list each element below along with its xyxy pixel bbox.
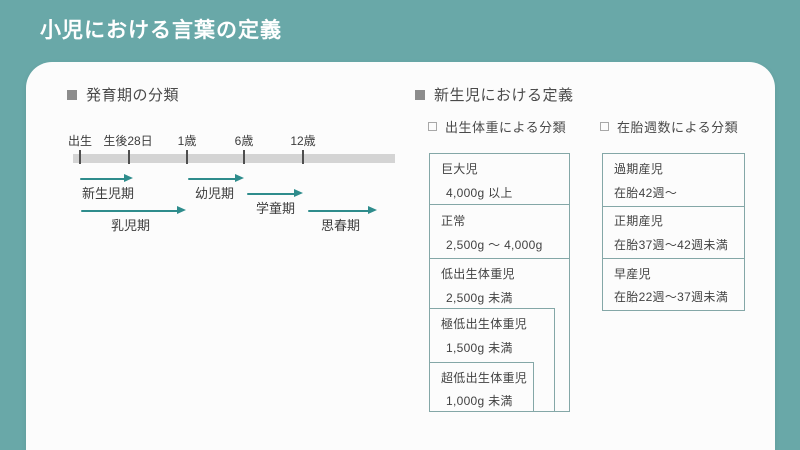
content-card: 発育期の分類 出生 生後28日 1歳 6歳 12歳 — [26, 62, 775, 450]
weight-row-name: 巨大児 — [441, 162, 478, 176]
timeline-tick — [302, 150, 304, 164]
hollow-square-bullet-icon — [428, 122, 437, 131]
elbw-nested-box — [429, 362, 534, 412]
gestational-classification-heading: 在胎週数による分類 — [600, 117, 738, 136]
box-divider — [602, 206, 745, 207]
newborn-heading-label: 新生児における定義 — [434, 87, 574, 104]
box-divider — [429, 258, 570, 259]
weight-row-name: 極低出生体重児 — [441, 317, 528, 331]
period-arrow-early-childhood — [188, 174, 244, 183]
timeline-bar — [73, 154, 395, 163]
arrow-head-icon — [368, 206, 377, 214]
timeline-milestone: 12歳 — [290, 134, 316, 148]
weight-row-name: 超低出生体重児 — [441, 371, 528, 385]
arrow-shaft — [188, 177, 237, 180]
weight-row-range: 4,000g 以上 — [446, 186, 513, 200]
weight-row-name: 正常 — [441, 214, 466, 228]
weight-row-range: 1,500g 未満 — [446, 341, 513, 355]
weight-classification-heading: 出生体重による分類 — [428, 117, 566, 136]
slide-title: 小児における言葉の定義 — [40, 19, 282, 42]
gestational-classification-box — [602, 153, 745, 311]
arrow-shaft — [308, 209, 370, 212]
filled-square-bullet-icon — [415, 89, 425, 100]
period-label-infancy: 乳児期 — [111, 218, 151, 233]
gestational-classification-heading-label: 在胎週数による分類 — [617, 120, 739, 135]
gestation-row-range: 在胎37週～42週未満 — [614, 238, 728, 252]
arrow-shaft — [247, 192, 296, 195]
timeline-milestone: 生後28日 — [103, 134, 153, 148]
weight-row-name: 低出生体重児 — [441, 267, 515, 281]
period-label-neonatal: 新生児期 — [82, 186, 135, 201]
weight-row-range: 2,500g 未満 — [446, 291, 513, 305]
period-arrow-school-age — [247, 189, 303, 198]
timeline-milestone: 出生 — [67, 134, 93, 148]
timeline-tick — [128, 150, 130, 164]
development-heading: 発育期の分類 — [67, 84, 179, 105]
box-divider — [429, 204, 570, 205]
arrow-head-icon — [294, 189, 303, 197]
timeline-tick — [186, 150, 188, 164]
weight-row-range: 1,000g 未満 — [446, 394, 513, 408]
arrow-head-icon — [235, 174, 244, 182]
period-label-puberty: 思春期 — [321, 218, 361, 233]
arrow-shaft — [81, 209, 179, 212]
gestation-row-range: 在胎42週～ — [614, 186, 678, 200]
arrow-head-icon — [177, 206, 186, 214]
timeline-milestone: 6歳 — [234, 134, 254, 148]
timeline-tick — [79, 150, 81, 164]
gestation-row-name: 過期産児 — [614, 162, 664, 176]
filled-square-bullet-icon — [67, 89, 77, 100]
newborn-heading: 新生児における定義 — [415, 84, 574, 105]
period-label-early-childhood: 幼児期 — [195, 186, 235, 201]
weight-classification-heading-label: 出生体重による分類 — [445, 120, 567, 135]
gestation-row-name: 正期産児 — [614, 214, 664, 228]
gestation-row-name: 早産児 — [614, 267, 651, 281]
box-divider — [602, 258, 745, 259]
weight-row-range: 2,500g ～ 4,000g — [446, 238, 543, 252]
period-arrow-infancy — [81, 206, 186, 215]
hollow-square-bullet-icon — [600, 122, 609, 131]
period-arrow-puberty — [308, 206, 377, 215]
gestation-row-range: 在胎22週～37週未満 — [614, 290, 728, 304]
arrow-shaft — [80, 177, 126, 180]
arrow-head-icon — [124, 174, 133, 182]
development-heading-label: 発育期の分類 — [86, 87, 180, 104]
period-arrow-neonatal — [80, 174, 133, 183]
timeline-tick — [243, 150, 245, 164]
period-label-school-age: 学童期 — [256, 201, 296, 216]
timeline-milestone: 1歳 — [177, 134, 197, 148]
